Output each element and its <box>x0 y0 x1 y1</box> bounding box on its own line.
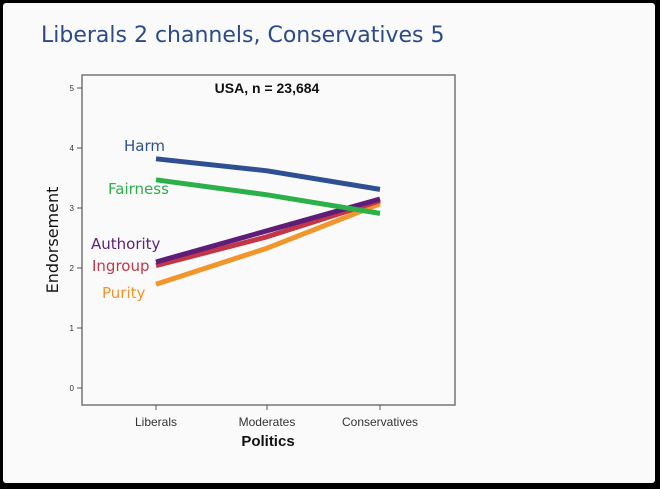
x-tick-label: Moderates <box>239 415 296 429</box>
x-tick-label: Liberals <box>135 415 177 429</box>
axes: 0 1 2 3 4 5 Liberals Moderates Conservatives USA,… <box>43 74 456 450</box>
slide: Liberals 2 channels, Conservatives 5 <box>3 3 655 483</box>
series-label-authority: Authority <box>91 235 161 253</box>
y-tick-label: 3 <box>70 204 75 213</box>
x-tick-label: Conservatives <box>342 415 418 429</box>
chart-title: USA, n = 23,684 <box>215 80 320 96</box>
y-tick-label: 4 <box>70 144 75 153</box>
y-tick-label: 5 <box>70 84 75 93</box>
series-label-fairness: Fairness <box>108 180 169 198</box>
series-label-purity: Purity <box>102 284 146 302</box>
series-lines <box>155 156 381 287</box>
series-label-ingroup: Ingroup <box>92 257 150 275</box>
series-line-fairness <box>155 177 381 216</box>
series-label-harm: Harm <box>124 137 165 155</box>
slide-title: Liberals 2 channels, Conservatives 5 <box>41 23 445 48</box>
y-tick-label: 1 <box>70 324 75 333</box>
series-labels: Harm Fairness Authority Ingroup Purity <box>91 137 169 302</box>
x-axis-label: Politics <box>241 433 294 450</box>
y-tick-label: 2 <box>70 264 75 273</box>
y-axis-label: Endorsement <box>43 187 62 294</box>
series-line-purity <box>155 201 381 287</box>
plot-frame <box>81 74 456 406</box>
y-tick-label: 0 <box>70 384 75 393</box>
series-line-harm <box>155 156 381 192</box>
series-line-ingroup <box>155 198 381 269</box>
